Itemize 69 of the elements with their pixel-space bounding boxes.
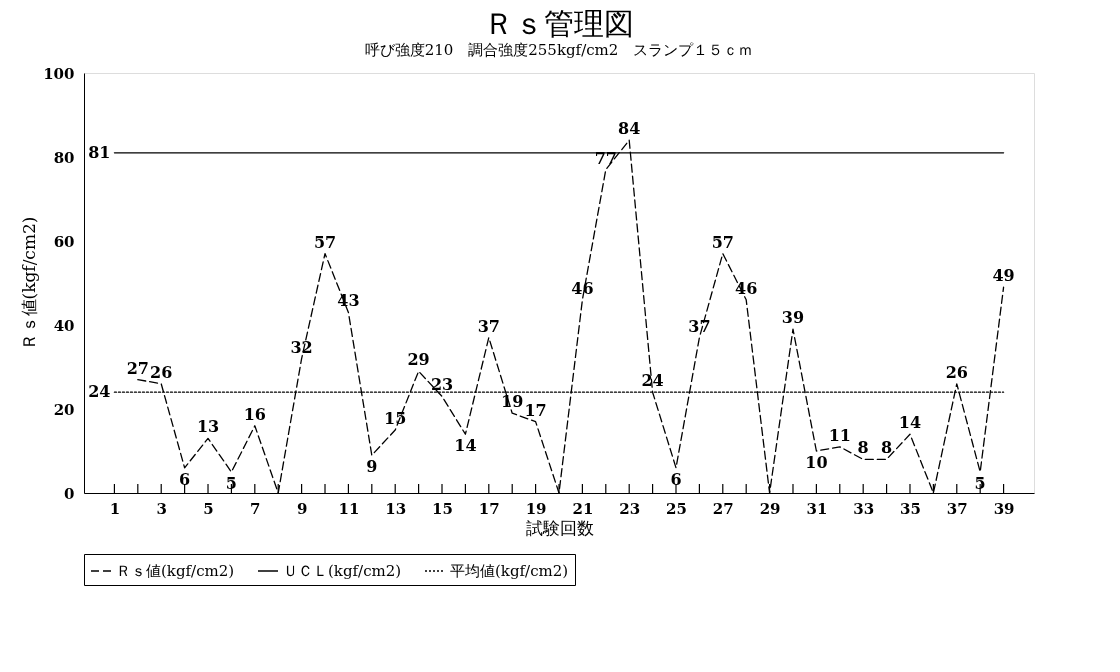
data-label: 19 xyxy=(501,392,524,412)
x-tick-label: 13 xyxy=(385,499,407,518)
data-label: 77 xyxy=(594,148,617,168)
x-tick-label: 3 xyxy=(156,499,167,518)
data-label: 57 xyxy=(711,232,734,252)
x-tick-label: 17 xyxy=(478,499,500,518)
data-label: 14 xyxy=(898,413,922,433)
x-tick-label: 25 xyxy=(666,499,687,518)
x-tick-label: 11 xyxy=(338,499,360,518)
y-tick-label: 40 xyxy=(53,316,75,335)
data-label: 26 xyxy=(150,362,173,382)
y-tick-label: 80 xyxy=(53,148,75,167)
data-label: 32 xyxy=(290,337,313,357)
x-tick-label: 23 xyxy=(619,499,641,518)
data-label: 11 xyxy=(828,425,851,445)
data-label: 24 xyxy=(641,371,664,391)
data-label: 27 xyxy=(126,358,149,378)
data-label: 6 xyxy=(179,469,191,489)
data-label: 37 xyxy=(688,316,711,336)
data-label: 13 xyxy=(196,417,220,437)
data-label: 17 xyxy=(524,400,547,420)
y-tick-label: 100 xyxy=(43,64,75,83)
data-label: 81 xyxy=(88,142,111,162)
y-tick-label: 60 xyxy=(53,232,75,251)
data-label: 29 xyxy=(407,350,430,370)
data-label: 37 xyxy=(477,316,500,336)
y-tick-label: 0 xyxy=(64,484,75,503)
x-tick-label: 29 xyxy=(759,499,781,518)
legend-label: 平均値(kgf/cm2) xyxy=(450,562,569,580)
data-label: 57 xyxy=(313,232,337,252)
chart-title: Ｒｓ管理図 xyxy=(484,6,634,41)
data-label: 5 xyxy=(225,474,237,493)
legend-label: Ｒｓ値(kgf/cm2) xyxy=(116,562,235,580)
data-label: 46 xyxy=(571,278,594,298)
x-axis-title: 試験回数 xyxy=(525,517,594,538)
x-tick-label: 5 xyxy=(203,499,214,518)
data-label: 23 xyxy=(430,375,454,395)
x-tick-label: 31 xyxy=(806,499,828,518)
data-label: 24 xyxy=(88,382,111,402)
y-tick-label: 20 xyxy=(53,400,75,419)
x-tick-label: 15 xyxy=(432,499,453,518)
x-tick-label: 7 xyxy=(250,499,261,518)
data-label: 43 xyxy=(337,291,360,311)
data-label: 26 xyxy=(945,362,968,382)
data-label: 49 xyxy=(992,266,1015,286)
x-tick-label: 33 xyxy=(853,499,875,518)
data-label: 8 xyxy=(857,438,869,458)
data-label: 8 xyxy=(881,438,893,458)
y-axis-title: Ｒｓ値(kgf/cm2) xyxy=(19,216,40,351)
data-label: 5 xyxy=(974,474,986,493)
data-label: 84 xyxy=(618,119,641,139)
x-tick-label: 19 xyxy=(525,499,547,518)
data-label: 16 xyxy=(243,404,266,424)
data-label: 15 xyxy=(384,409,407,428)
x-tick-label: 27 xyxy=(712,499,734,518)
chart-subtitle: 呼び強度210 調合強度255kgf/cm2 スランプ１５ｃｍ xyxy=(364,41,754,59)
x-tick-label: 35 xyxy=(900,499,921,518)
data-label: 9 xyxy=(366,457,378,477)
x-tick-label: 37 xyxy=(946,499,968,518)
data-label: 10 xyxy=(805,453,828,472)
data-label: 46 xyxy=(735,278,758,298)
data-label: 6 xyxy=(670,469,682,489)
x-tick-label: 1 xyxy=(109,499,121,518)
x-tick-label: 21 xyxy=(572,499,594,518)
x-tick-label: 39 xyxy=(993,499,1015,518)
data-label: 14 xyxy=(454,436,477,456)
x-tick-label: 9 xyxy=(296,499,308,518)
data-label: 39 xyxy=(781,308,805,328)
legend-label: ＵＣＬ(kgf/cm2) xyxy=(283,562,402,580)
